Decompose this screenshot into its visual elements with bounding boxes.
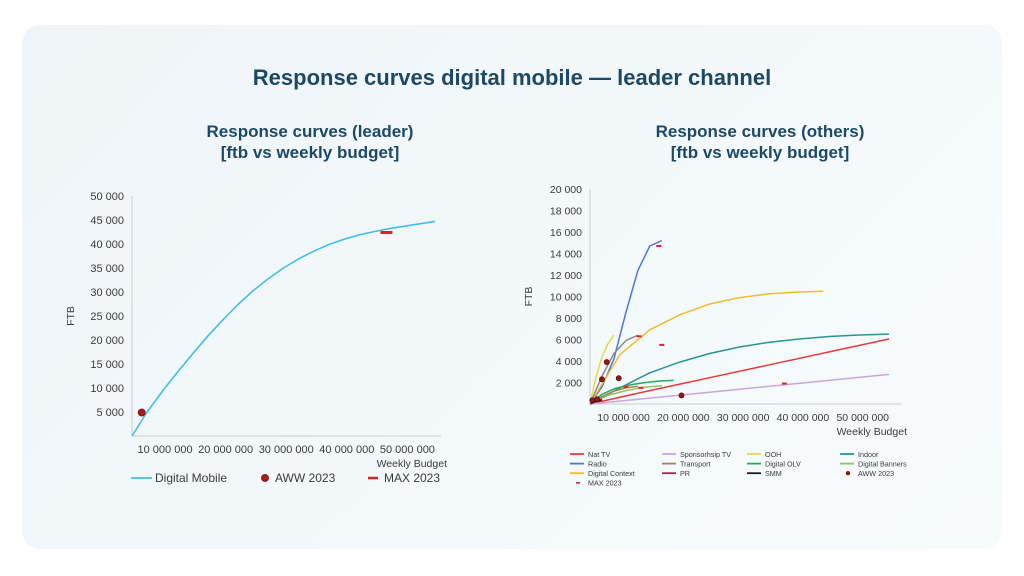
left-y-tick-label: 20 000 <box>90 335 124 347</box>
right-y-tick-label: 18 000 <box>550 206 582 218</box>
left-y-tick-label: 25 000 <box>90 311 124 323</box>
legend-right-smm-label: SMM <box>765 469 782 478</box>
right-series-line-digital-mobile-leader-partial- <box>589 334 639 405</box>
legend-right-sponsorhsip-tv-label: Sponsorhsip TV <box>680 450 731 459</box>
right-x-tick-label: 20 000 000 <box>657 412 710 424</box>
left-y-axis-label: FTB <box>65 306 77 326</box>
left-aww-2023-point <box>137 408 146 417</box>
left-chart-subtitle: Response curves (leader) [ftb vs weekly … <box>150 121 470 163</box>
legend-aww-2023-swatch <box>261 474 269 482</box>
right-y-tick-label: 16 000 <box>550 227 582 239</box>
left-y-tick-label: 10 000 <box>90 383 124 395</box>
legend-right-digital-context-label: Digital Context <box>588 469 635 478</box>
right-aww-2023-point <box>603 359 610 365</box>
right-series-line-digital-context <box>589 290 824 405</box>
right-x-tick-label: 10 000 000 <box>597 412 650 424</box>
right-chart-subtitle: Response curves (others) [ftb vs weekly … <box>600 121 920 163</box>
right-series-line-ooh <box>589 334 615 405</box>
legend-max-2023-label: MAX 2023 <box>384 471 440 485</box>
page-title: Response curves digital mobile — leader … <box>252 65 772 90</box>
legend-right-pr-label: PR <box>680 469 690 478</box>
right-subtitle-line2: [ftb vs weekly budget] <box>670 143 850 162</box>
left-x-tick-label: 50 000 000 <box>380 444 435 456</box>
left-y-tick-label: 30 000 <box>90 287 124 299</box>
left-subtitle-line2: [ftb vs weekly budget] <box>220 143 400 162</box>
right-aww-2023-point <box>678 392 685 399</box>
legend-right-max-2023-label: MAX 2023 <box>588 479 622 488</box>
right-y-tick-label: 6 000 <box>556 335 582 347</box>
legend-right-aww-2023-swatch <box>845 471 851 476</box>
legend-right-nat-tv-label: Nat TV <box>588 450 610 459</box>
right-y-tick-label: 14 000 <box>550 249 582 261</box>
legend-aww-2023-label: AWW 2023 <box>275 471 336 485</box>
legend-right-ooh-label: OOH <box>765 450 781 459</box>
right-aww-2023-point <box>589 397 596 404</box>
right-series-line-indoor <box>589 333 890 405</box>
right-y-tick-label: 8 000 <box>556 313 582 325</box>
legend-right-indoor-label: Indoor <box>858 450 879 459</box>
legend-digital-mobile-label: Digital Mobile <box>155 471 227 485</box>
right-y-axis-label: FTB <box>523 287 535 307</box>
right-aww-2023-point <box>615 375 622 382</box>
left-series-line-digital-mobile <box>131 220 436 437</box>
right-aww-2023-point <box>599 376 605 383</box>
left-x-tick-label: 40 000 000 <box>319 444 374 456</box>
legend-right-radio-label: Radio <box>588 459 607 468</box>
right-y-tick-label: 4 000 <box>556 356 582 368</box>
left-y-tick-label: 35 000 <box>90 263 124 275</box>
right-series-line-sponsorship-tv <box>589 373 890 405</box>
left-x-tick-label: 20 000 000 <box>198 444 253 456</box>
right-y-tick-label: 12 000 <box>550 270 582 282</box>
content-card <box>22 25 1002 549</box>
left-y-tick-label: 40 000 <box>90 239 124 251</box>
legend-right-digital-olv-label: Digital OLV <box>765 459 801 468</box>
left-x-tick-label: 30 000 000 <box>259 444 314 456</box>
legend-right-digital-banners-label: Digital Banners <box>858 459 907 468</box>
right-y-tick-label: 2 000 <box>556 378 582 390</box>
left-subtitle-line1: Response curves (leader) <box>206 122 414 141</box>
right-aww-2023-point <box>594 396 601 403</box>
left-x-tick-label: 10 000 000 <box>138 444 193 456</box>
left-y-tick-label: 15 000 <box>90 359 124 371</box>
right-x-axis-label: Weekly Budget <box>837 426 908 438</box>
left-y-tick-label: 5 000 <box>96 407 124 419</box>
left-x-axis-label: Weekly Budget <box>377 458 448 470</box>
right-x-tick-label: 30 000 000 <box>717 412 770 424</box>
right-y-tick-label: 20 000 <box>550 184 582 196</box>
left-y-tick-label: 50 000 <box>90 191 124 203</box>
right-series-line-digital-olv <box>589 379 674 405</box>
right-subtitle-line1: Response curves (others) <box>655 122 865 141</box>
left-y-tick-label: 45 000 <box>90 215 124 227</box>
right-series-line-nat-tv <box>589 338 890 405</box>
right-x-tick-label: 40 000 000 <box>777 412 830 424</box>
legend-right-transport-label: Transport <box>680 459 711 468</box>
right-series-line-radio <box>589 239 663 405</box>
right-x-tick-label: 50 000 000 <box>836 412 889 424</box>
right-y-tick-label: 10 000 <box>550 292 582 304</box>
right-series-line-digital-banners <box>589 384 662 405</box>
legend-right-aww-2023-label: AWW 2023 <box>858 469 894 478</box>
